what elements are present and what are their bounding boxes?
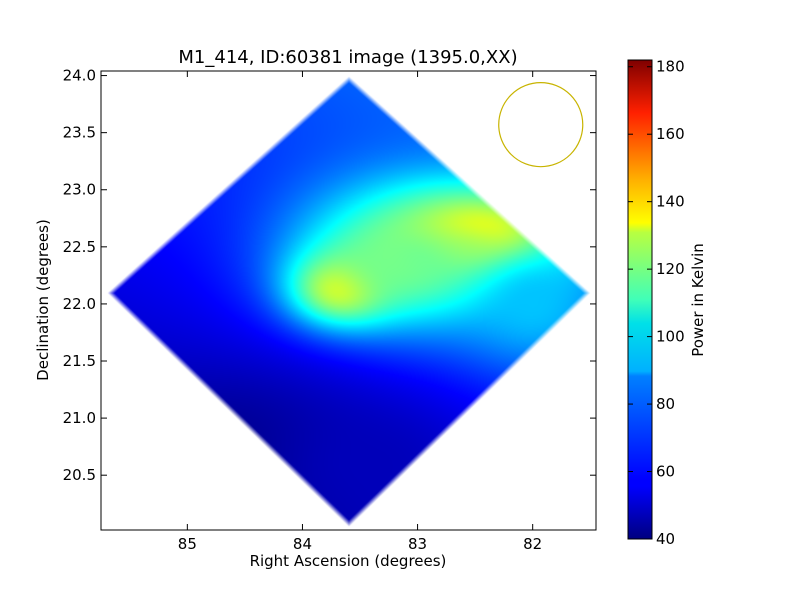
- colorbar-ticks: 40 60 80 100 120 140 160 180: [628, 58, 685, 548]
- colorbar-label: Power in Kelvin: [689, 243, 707, 357]
- beam-circle: [498, 82, 584, 168]
- x-axis-ticks: 85 84 83 82: [178, 71, 542, 553]
- colorbar-tick-label: 60: [656, 463, 675, 481]
- chart-title: M1_414, ID:60381 image (1395.0,XX): [178, 47, 517, 68]
- y-tick-label: 22.5: [63, 238, 96, 256]
- y-tick-label: 21.5: [63, 352, 96, 370]
- x-tick-label: 82: [523, 535, 542, 553]
- x-tick-label: 84: [293, 535, 312, 553]
- colorbar-tick-label: 120: [656, 260, 685, 278]
- y-tick-label: 20.5: [63, 466, 96, 484]
- x-tick-label: 85: [178, 535, 197, 553]
- plot-area: [101, 71, 596, 530]
- colorbar-tick-label: 160: [656, 125, 685, 143]
- y-axis-label: Declination (degrees): [34, 219, 52, 381]
- colorbar-tick-label: 140: [656, 193, 685, 211]
- y-axis-ticks: 20.5 21.0 21.5 22.0 22.5 23.0 23.5 24.0: [63, 67, 596, 484]
- y-tick-label: 24.0: [63, 67, 96, 85]
- y-tick-label: 21.0: [63, 409, 96, 427]
- heatmap-image: [101, 71, 596, 530]
- colorbar-tick-label: 100: [656, 328, 685, 346]
- y-tick-label: 23.5: [63, 124, 96, 142]
- colorbar-tick-label: 180: [656, 58, 685, 76]
- y-tick-label: 22.0: [63, 295, 96, 313]
- colorbar-tick-label: 80: [656, 395, 675, 413]
- axes-frame: [100, 70, 597, 531]
- x-tick-label: 83: [408, 535, 427, 553]
- y-tick-label: 23.0: [63, 181, 96, 199]
- x-axis-label: Right Ascension (degrees): [250, 552, 447, 570]
- colorbar: [627, 59, 653, 540]
- colorbar-tick-label: 40: [656, 530, 675, 548]
